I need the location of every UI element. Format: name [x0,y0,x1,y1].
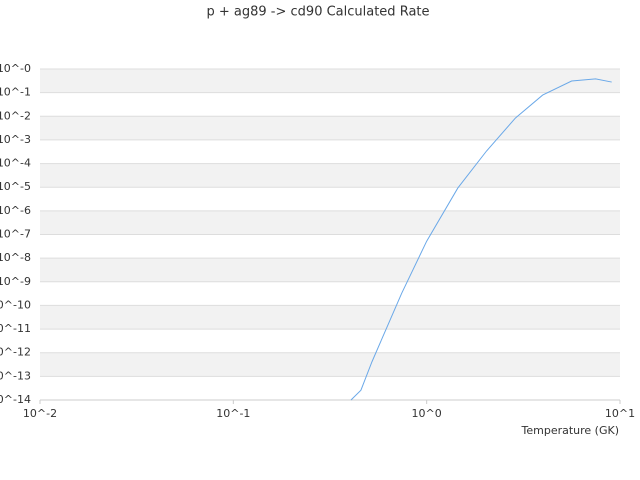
grid-band [40,69,620,93]
y-tick-label: 10^-6 [0,204,31,217]
grid-band [40,92,620,117]
grid-band [40,258,620,282]
y-tick-label: 10^-3 [0,133,31,146]
x-tick-label: 10^1 [605,407,635,420]
y-tick-label: 10^-14 [0,393,31,406]
y-tick-label: 10^-2 [0,109,31,122]
grid-band [40,187,620,211]
y-tick-label: 10^-12 [0,346,31,359]
x-tick-label: 10^-1 [216,407,250,420]
grid-band [40,116,620,140]
grid-band [40,234,620,259]
data-line [350,78,612,401]
grid-band [40,139,620,164]
y-tick-label: 10^-4 [0,157,31,170]
y-tick-label: 10^-10 [0,298,31,311]
x-tick-label: 10^-2 [23,407,57,420]
y-tick-label: 10^-0 [0,62,31,75]
y-tick-label: 10^-5 [0,180,31,193]
y-tick-label: 10^-11 [0,322,31,335]
y-tick-label: 10^-1 [0,86,31,99]
chart-title: p + ag89 -> cd90 Calculated Rate [207,5,430,20]
grid-band [40,352,620,377]
y-tick-label: 10^-13 [0,369,31,382]
y-tick-label: 10^-7 [0,228,31,241]
x-tick-label: 10^0 [412,407,442,420]
grid-band [40,210,620,235]
y-tick-label: 10^-8 [0,251,31,264]
grid-band [40,305,620,330]
grid-band [40,329,620,353]
grid-band [40,376,620,400]
x-axis-label: Temperature (GK) [521,424,620,437]
grid-band [40,281,620,306]
grid-band [40,163,620,188]
y-tick-label: 10^-9 [0,275,31,288]
